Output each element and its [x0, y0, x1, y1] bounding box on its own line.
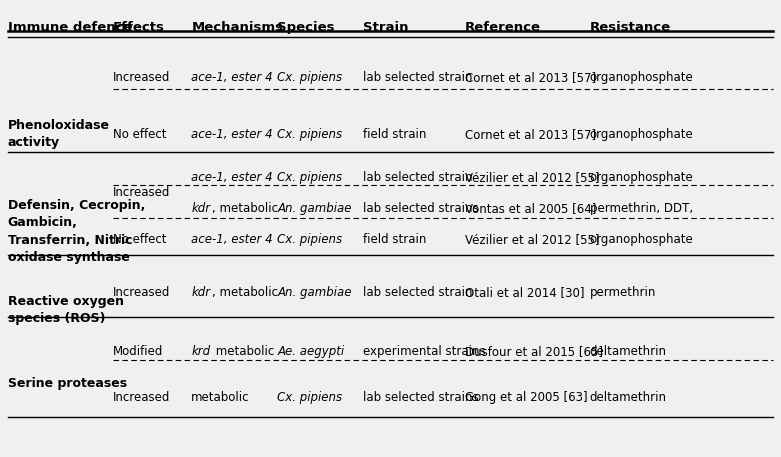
Text: Increased: Increased	[113, 186, 170, 199]
Text: No effect: No effect	[113, 128, 167, 141]
Text: Cx. pipiens: Cx. pipiens	[277, 128, 342, 141]
Text: deltamethrin: deltamethrin	[590, 391, 667, 404]
Text: Vézilier et al 2012 [55]: Vézilier et al 2012 [55]	[465, 233, 599, 246]
Text: Reactive oxygen
species (ROS): Reactive oxygen species (ROS)	[8, 295, 124, 325]
Text: krd: krd	[191, 345, 210, 358]
Text: Species: Species	[277, 21, 335, 33]
Text: ace-1, ester 4: ace-1, ester 4	[191, 171, 273, 184]
Text: Increased: Increased	[113, 286, 170, 298]
Text: Dusfour et al 2015 [65]: Dusfour et al 2015 [65]	[465, 345, 603, 358]
Text: Serine proteases: Serine proteases	[8, 377, 127, 390]
Text: organophosphate: organophosphate	[590, 171, 694, 184]
Text: organophosphate: organophosphate	[590, 128, 694, 141]
Text: Mechanisms: Mechanisms	[191, 21, 284, 33]
Text: deltamethrin: deltamethrin	[590, 345, 667, 358]
Text: field strain: field strain	[363, 128, 426, 141]
Text: Cx. pipiens: Cx. pipiens	[277, 171, 342, 184]
Text: permethrin: permethrin	[590, 286, 656, 298]
Text: organophosphate: organophosphate	[590, 233, 694, 246]
Text: Phenoloxidase
activity: Phenoloxidase activity	[8, 119, 110, 149]
Text: metabolic: metabolic	[212, 345, 274, 358]
Text: lab selected strain: lab selected strain	[363, 286, 473, 298]
Text: ace-1, ester 4: ace-1, ester 4	[191, 233, 273, 246]
Text: Ae. aegypti: Ae. aegypti	[277, 345, 344, 358]
Text: No effect: No effect	[113, 233, 167, 246]
Text: Strain: Strain	[363, 21, 408, 33]
Text: Increased: Increased	[113, 391, 170, 404]
Text: Otali et al 2014 [30]: Otali et al 2014 [30]	[465, 286, 584, 298]
Text: Gong et al 2005 [63]: Gong et al 2005 [63]	[465, 391, 587, 404]
Text: Increased: Increased	[113, 71, 170, 84]
Text: Resistance: Resistance	[590, 21, 671, 33]
Text: Immune defence: Immune defence	[8, 21, 132, 33]
Text: permethrin, DDT,: permethrin, DDT,	[590, 202, 693, 215]
Text: kdr: kdr	[191, 286, 210, 298]
Text: lab selected strain: lab selected strain	[363, 171, 473, 184]
Text: , metabolic: , metabolic	[212, 202, 278, 215]
Text: organophosphate: organophosphate	[590, 71, 694, 84]
Text: ace-1, ester 4: ace-1, ester 4	[191, 71, 273, 84]
Text: Defensin, Cecropin,
Gambicin,
Transferrin, Nitric
oxidase synthase: Defensin, Cecropin, Gambicin, Transferri…	[8, 199, 145, 264]
Text: lab selected strains: lab selected strains	[363, 202, 479, 215]
Text: Cx. pipiens: Cx. pipiens	[277, 233, 342, 246]
Text: Vontas et al 2005 [64]: Vontas et al 2005 [64]	[465, 202, 596, 215]
Text: lab selected strain: lab selected strain	[363, 71, 473, 84]
Text: field strain: field strain	[363, 233, 426, 246]
Text: lab selected strains: lab selected strains	[363, 391, 479, 404]
Text: metabolic: metabolic	[191, 391, 250, 404]
Text: Cornet et al 2013 [57]: Cornet et al 2013 [57]	[465, 128, 596, 141]
Text: , metabolic: , metabolic	[212, 286, 278, 298]
Text: Reference: Reference	[465, 21, 540, 33]
Text: An. gambiae: An. gambiae	[277, 202, 351, 215]
Text: Cx. pipiens: Cx. pipiens	[277, 71, 342, 84]
Text: Cornet et al 2013 [57]: Cornet et al 2013 [57]	[465, 71, 596, 84]
Text: experimental strains: experimental strains	[363, 345, 486, 358]
Text: Cx. pipiens: Cx. pipiens	[277, 391, 342, 404]
Text: ace-1, ester 4: ace-1, ester 4	[191, 128, 273, 141]
Text: Modified: Modified	[113, 345, 164, 358]
Text: An. gambiae: An. gambiae	[277, 286, 351, 298]
Text: Effects: Effects	[113, 21, 165, 33]
Text: Vézilier et al 2012 [55]: Vézilier et al 2012 [55]	[465, 171, 599, 184]
Text: kdr: kdr	[191, 202, 210, 215]
